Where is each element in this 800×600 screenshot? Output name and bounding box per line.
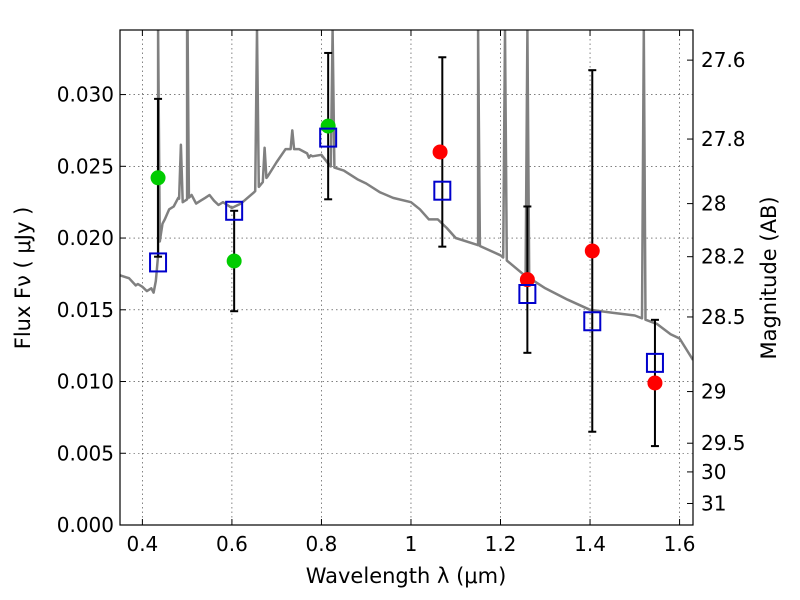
y-tick-label: 0.025: [57, 154, 114, 178]
data-point: [647, 375, 663, 391]
y-tick-label: 0.010: [57, 370, 114, 394]
model-point: [319, 127, 338, 148]
plot-frame: [119, 29, 694, 526]
data-point: [584, 243, 600, 259]
photometry-markers: [149, 118, 664, 391]
error-bars: [154, 51, 659, 448]
model-point: [433, 180, 452, 201]
y-tick-label: 0.005: [57, 441, 114, 465]
model-point: [225, 200, 244, 221]
sed-model: [120, 30, 693, 361]
model-point: [518, 284, 537, 304]
x-axis-label: Wavelength λ (μm): [306, 564, 507, 588]
x-tick-label: 0.6: [216, 532, 248, 556]
y-right-tick-label: 28: [701, 192, 726, 216]
y-right-tick-label: 27.6: [701, 48, 746, 72]
x-tick-label: 1.6: [664, 532, 696, 556]
model-point: [149, 252, 168, 273]
x-tick-label: 0.4: [126, 532, 158, 556]
model-point: [645, 352, 664, 373]
x-tick-label: 1.2: [485, 532, 517, 556]
data-point: [150, 170, 166, 186]
x-tick-label: 0.8: [306, 532, 338, 556]
y-tick-label: 0.020: [57, 226, 114, 250]
data-point: [432, 144, 448, 160]
y-right-tick-label: 30: [701, 460, 726, 484]
y-right-tick-label: 31: [701, 491, 726, 515]
y-right-tick-label: 28.2: [701, 245, 746, 269]
y-right-tick-label: 27.8: [701, 127, 746, 151]
data-point: [226, 253, 242, 269]
y-right-tick-label: 29: [701, 380, 726, 404]
sed-model-line: [120, 30, 693, 361]
x-tick-label: 1: [405, 532, 418, 556]
model-point: [583, 311, 602, 332]
y-right-tick-label: 28.5: [701, 305, 746, 329]
y-right-tick-label: 29.5: [701, 431, 746, 455]
x-tick-label: 1.4: [574, 532, 606, 556]
y-axis-right-label: Magnitude (AB): [757, 196, 781, 359]
y-tick-label: 0.000: [57, 513, 114, 537]
axis-ticks: 0.4 0.6 0.8 1 1.2 1.4 1.6 0.000 0.005 0.010 0.015 0…: [57, 30, 746, 556]
data-point: [519, 272, 535, 288]
y-tick-label: 0.015: [57, 298, 114, 322]
y-axis-label: Flux Fν ( μJy ): [11, 207, 35, 350]
grid: [120, 30, 693, 526]
data-point: [320, 118, 336, 134]
y-tick-label: 0.030: [57, 83, 114, 107]
